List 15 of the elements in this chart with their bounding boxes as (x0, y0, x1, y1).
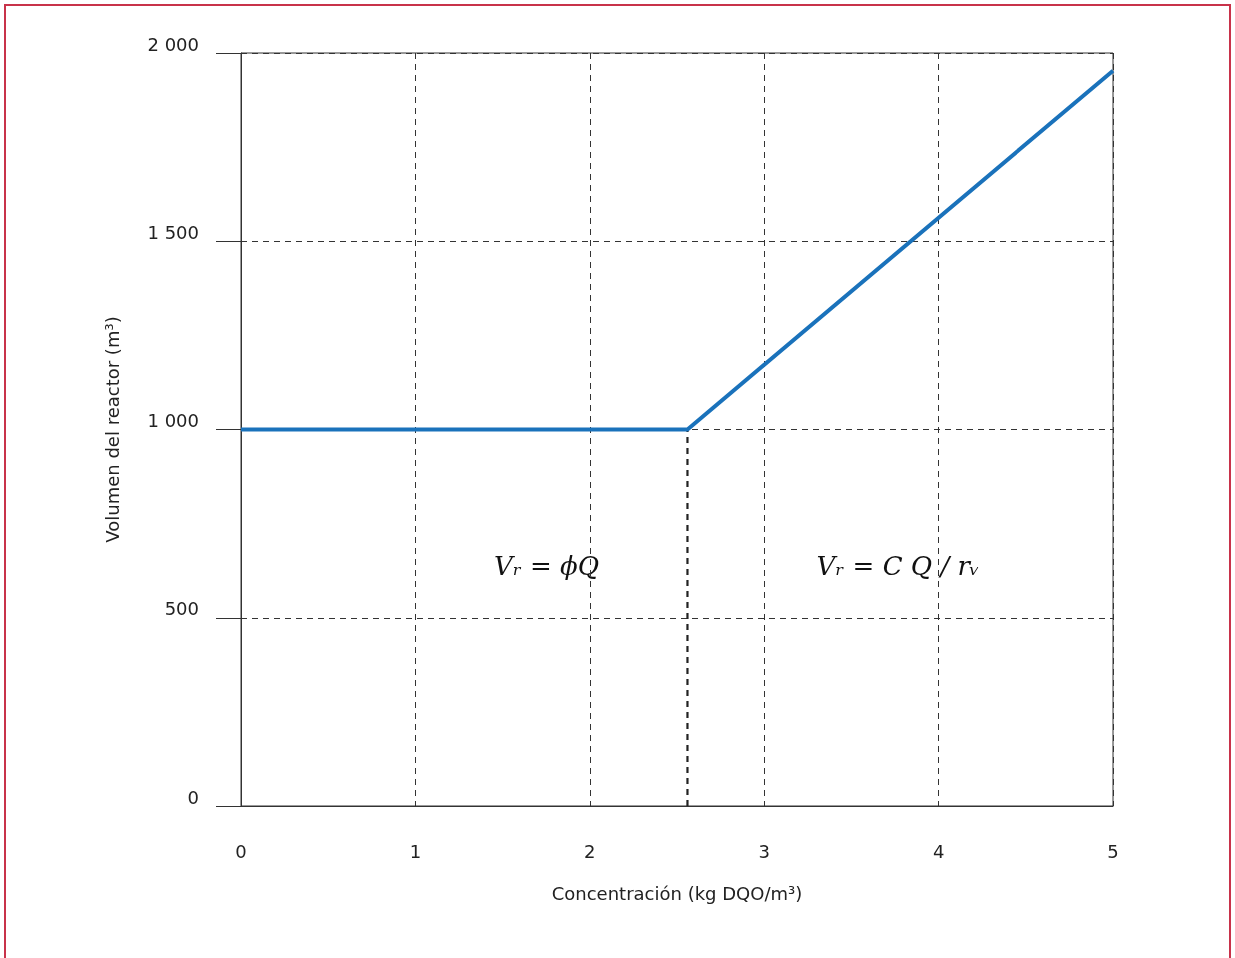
x-tick-label: 5 (1107, 840, 1119, 862)
y-tick-label: 2 000 (147, 33, 199, 55)
annotation: Vᵣ = C Q / rᵥ (816, 550, 980, 581)
y-tick-label: 500 (164, 598, 199, 620)
y-axis-title: Volumen del reactor (m³) (101, 316, 123, 543)
x-tick-label: 2 (584, 840, 596, 862)
x-tick-label: 4 (932, 840, 945, 862)
annotation: Vᵣ = ϕQ (493, 550, 600, 581)
y-tick-label: 1 500 (147, 221, 199, 243)
y-tick-label: 0 (187, 786, 199, 808)
x-tick-label: 1 (409, 840, 422, 862)
x-tick-label: 3 (758, 840, 770, 862)
x-tick-label: 0 (235, 840, 247, 862)
x-axis-title: Concentración (kg DQO/m³) (551, 882, 803, 904)
y-tick-label: 1 000 (147, 410, 199, 431)
